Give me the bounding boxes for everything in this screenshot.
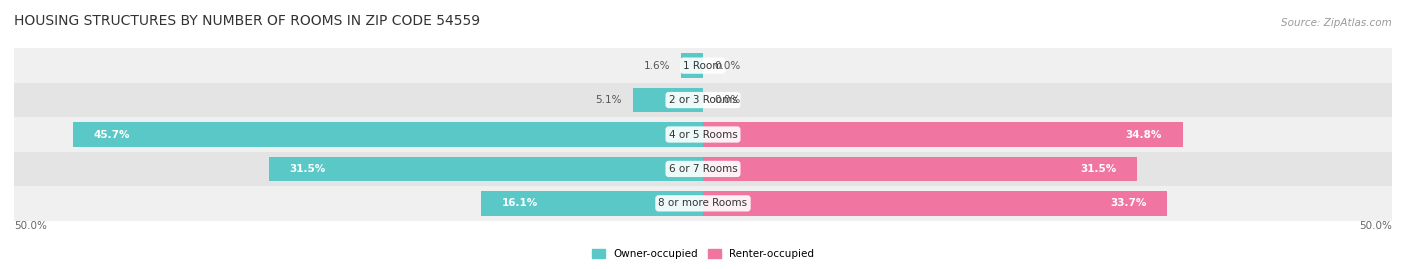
Text: 1.6%: 1.6%: [644, 61, 669, 71]
Text: 34.8%: 34.8%: [1125, 129, 1161, 140]
Text: 0.0%: 0.0%: [714, 61, 741, 71]
Text: 33.7%: 33.7%: [1111, 198, 1147, 208]
Bar: [14, 83, 1392, 117]
Text: 5.1%: 5.1%: [595, 95, 621, 105]
Text: Source: ZipAtlas.com: Source: ZipAtlas.com: [1281, 18, 1392, 28]
Text: 0.0%: 0.0%: [714, 95, 741, 105]
Bar: [73, 122, 703, 147]
Bar: [14, 48, 1392, 83]
Bar: [703, 122, 1182, 147]
Text: 16.1%: 16.1%: [502, 198, 538, 208]
Bar: [703, 191, 1167, 216]
Text: 31.5%: 31.5%: [1080, 164, 1116, 174]
Bar: [14, 186, 1392, 221]
Text: 2 or 3 Rooms: 2 or 3 Rooms: [669, 95, 737, 105]
Bar: [633, 88, 703, 112]
Bar: [14, 117, 1392, 152]
Text: 6 or 7 Rooms: 6 or 7 Rooms: [669, 164, 737, 174]
Bar: [703, 157, 1137, 181]
Text: HOUSING STRUCTURES BY NUMBER OF ROOMS IN ZIP CODE 54559: HOUSING STRUCTURES BY NUMBER OF ROOMS IN…: [14, 14, 481, 28]
Text: 31.5%: 31.5%: [290, 164, 326, 174]
Text: 8 or more Rooms: 8 or more Rooms: [658, 198, 748, 208]
Text: 4 or 5 Rooms: 4 or 5 Rooms: [669, 129, 737, 140]
Text: 45.7%: 45.7%: [94, 129, 131, 140]
Legend: Owner-occupied, Renter-occupied: Owner-occupied, Renter-occupied: [588, 245, 818, 264]
Bar: [681, 53, 703, 78]
Text: 50.0%: 50.0%: [1360, 221, 1392, 231]
Text: 1 Room: 1 Room: [683, 61, 723, 71]
Bar: [14, 152, 1392, 186]
Bar: [269, 157, 703, 181]
Bar: [481, 191, 703, 216]
Text: 50.0%: 50.0%: [14, 221, 46, 231]
